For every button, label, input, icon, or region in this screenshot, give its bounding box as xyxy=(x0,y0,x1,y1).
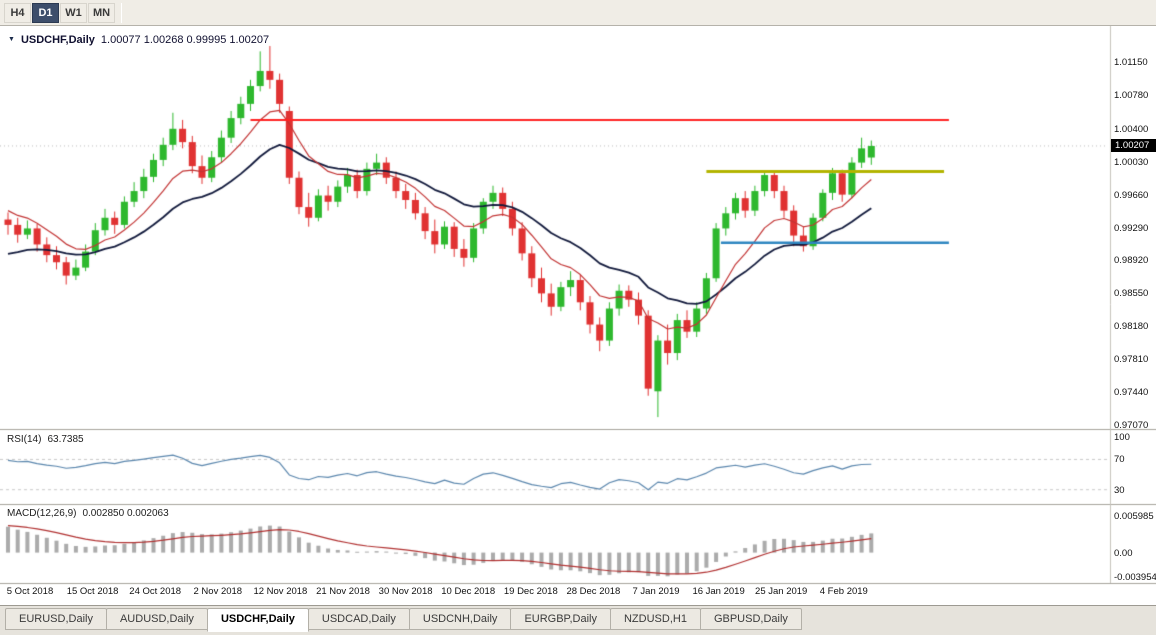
macd-tick-label: 0.005985 xyxy=(1114,511,1154,523)
timeframe-toolbar: H4 D1 W1 MN xyxy=(0,0,1156,26)
date-tick-label: 12 Nov 2018 xyxy=(253,586,308,597)
date-tick-label: 4 Feb 2019 xyxy=(819,586,868,597)
timeframe-button-h4[interactable]: H4 xyxy=(4,2,31,23)
price-tick-label: 0.97810 xyxy=(1114,354,1149,366)
price-tick-label: 1.00400 xyxy=(1114,123,1149,135)
rsi-tick-label: 30 xyxy=(1114,484,1125,496)
chart-frame: ▼ USDCHF,Daily 1.00077 1.00268 0.99995 1… xyxy=(0,26,1156,605)
tab-audusd-daily[interactable]: AUDUSD,Daily xyxy=(105,608,208,630)
tab-gbpusd-daily[interactable]: GBPUSD,Daily xyxy=(699,608,802,630)
rsi-name: RSI(14) xyxy=(7,434,42,445)
date-tick-label: 28 Dec 2018 xyxy=(566,586,621,597)
price-tick-label: 0.99290 xyxy=(1114,222,1149,234)
price-tick-label: 0.97440 xyxy=(1114,387,1149,399)
date-tick-label: 25 Jan 2019 xyxy=(755,586,808,597)
tab-eurusd-daily[interactable]: EURUSD,Daily xyxy=(5,608,107,630)
tab-usdchf-daily[interactable]: USDCHF,Daily xyxy=(206,608,309,632)
macd-values: 0.002850 0.002063 xyxy=(82,508,169,519)
rsi-value: 63.7385 xyxy=(47,434,84,445)
price-tick-label: 0.98920 xyxy=(1114,255,1149,267)
date-tick-label: 30 Nov 2018 xyxy=(378,586,433,597)
tab-usdcad-daily[interactable]: USDCAD,Daily xyxy=(307,608,410,630)
timeframe-button-mn[interactable]: MN xyxy=(88,2,115,23)
price-tick-label: 1.01150 xyxy=(1114,57,1148,69)
macd-name: MACD(12,26,9) xyxy=(7,508,77,519)
chart-symbol-title: ▼ USDCHF,Daily 1.00077 1.00268 0.99995 1… xyxy=(8,34,269,46)
price-tick-label: 1.00780 xyxy=(1114,89,1149,101)
macd-tick-label: 0.00 xyxy=(1114,547,1133,559)
timeframe-button-w1[interactable]: W1 xyxy=(60,2,87,23)
rsi-tick-label: 70 xyxy=(1114,454,1125,466)
symbol-ohlc-values: 1.00077 1.00268 0.99995 1.00207 xyxy=(100,34,270,46)
date-tick-label: 21 Nov 2018 xyxy=(316,586,370,597)
timeframe-button-d1[interactable]: D1 xyxy=(32,2,59,23)
macd-indicator-label: MACD(12,26,9) 0.002850 0.002063 xyxy=(7,508,169,519)
date-tick-label: 7 Jan 2019 xyxy=(632,586,680,597)
price-tick-label: 0.99660 xyxy=(1114,189,1149,201)
symbol-name: USDCHF,Daily xyxy=(20,34,95,46)
price-tick-label: 1.00030 xyxy=(1114,156,1149,168)
timeframe-buttons: H4 D1 W1 MN xyxy=(4,2,116,23)
date-tick-label: 5 Oct 2018 xyxy=(6,586,54,597)
tab-nzdusd-h1[interactable]: NZDUSD,H1 xyxy=(609,608,701,630)
chart-tabs: EURUSD,Daily AUDUSD,Daily USDCHF,Daily USDC… xyxy=(5,608,802,632)
price-tick-label: 0.98180 xyxy=(1114,321,1149,333)
macd-tick-label: -0.003954 xyxy=(1114,571,1156,583)
rsi-tick-label: 100 xyxy=(1114,431,1130,443)
price-tick-label: 0.97070 xyxy=(1114,420,1149,432)
date-tick-label: 19 Dec 2018 xyxy=(503,586,558,597)
chart-collapse-icon[interactable]: ▼ xyxy=(8,35,15,43)
rsi-indicator-label: RSI(14) 63.7385 xyxy=(7,434,84,445)
date-tick-label: 24 Oct 2018 xyxy=(129,586,182,597)
tab-eurgbp-daily[interactable]: EURGBP,Daily xyxy=(510,608,611,630)
date-tick-label: 16 Jan 2019 xyxy=(692,586,745,597)
date-tick-label: 10 Dec 2018 xyxy=(441,586,496,597)
toolbar-separator xyxy=(121,2,122,23)
date-tick-label: 2 Nov 2018 xyxy=(193,586,243,597)
tab-usdcnh-daily[interactable]: USDCNH,Daily xyxy=(408,608,512,630)
date-tick-label: 15 Oct 2018 xyxy=(66,586,119,597)
chart-tabs-bar: EURUSD,Daily AUDUSD,Daily USDCHF,Daily USDC… xyxy=(0,605,1156,635)
current-price-badge: 1.00207 xyxy=(1111,138,1156,152)
price-tick-label: 0.98550 xyxy=(1114,288,1149,300)
price-chart-canvas[interactable] xyxy=(0,26,1156,605)
